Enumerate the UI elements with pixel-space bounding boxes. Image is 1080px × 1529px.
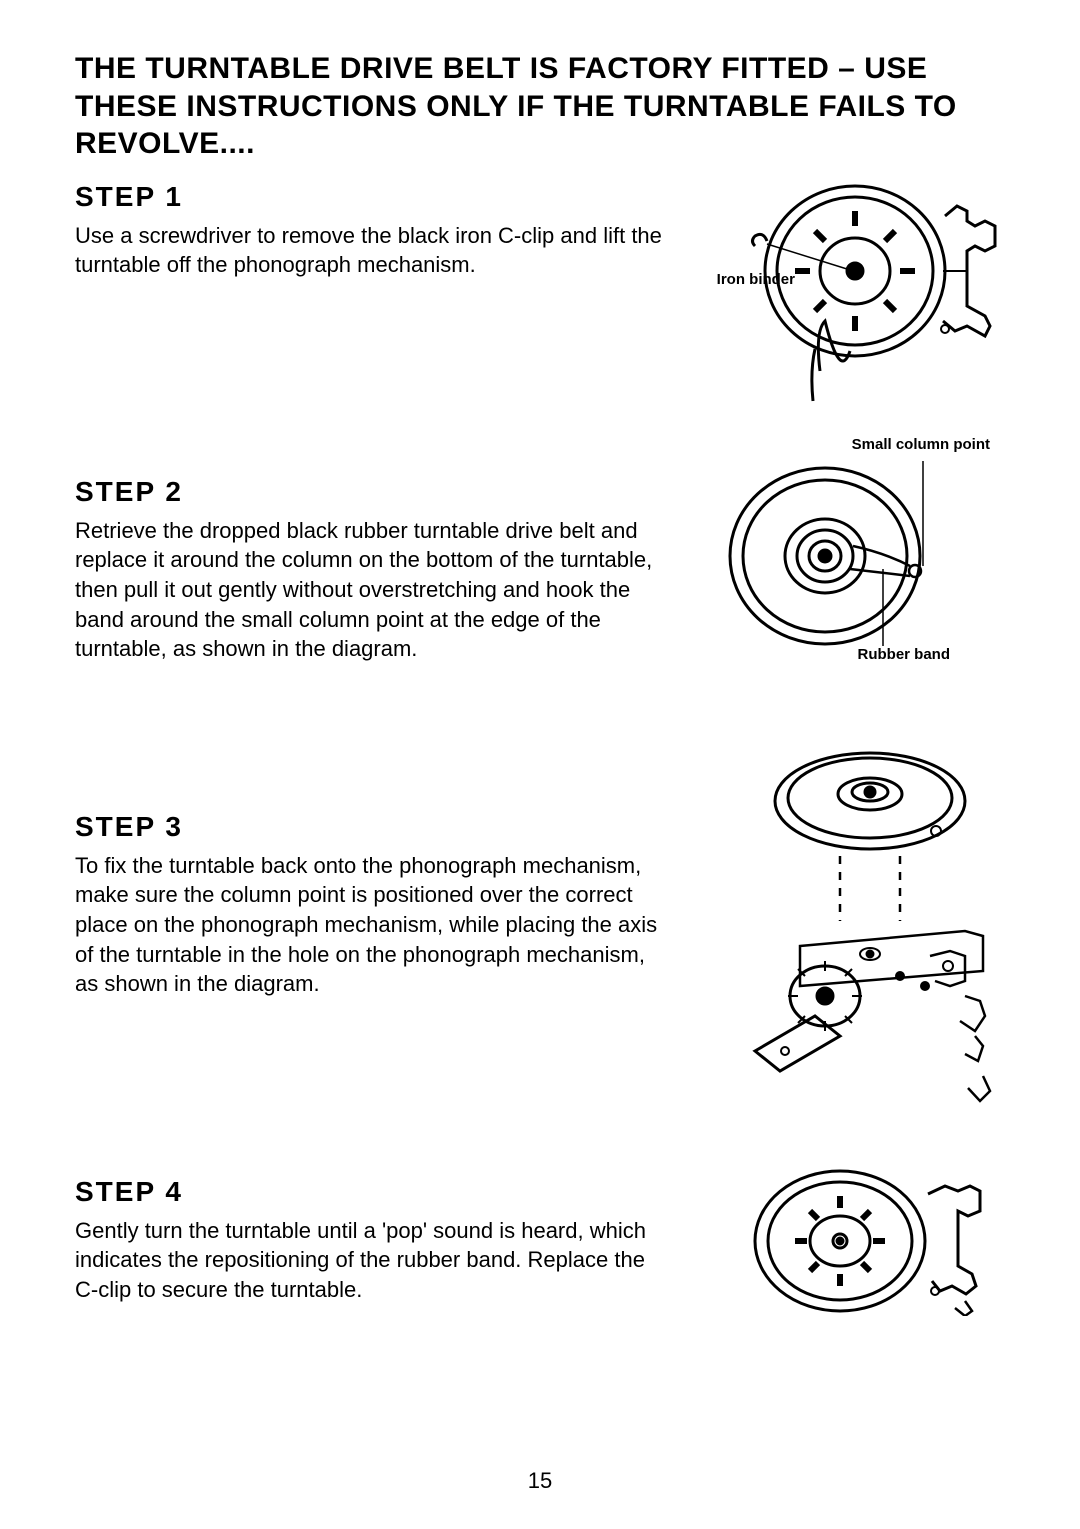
step-1-diagram: Iron binder [715,171,1015,411]
step-1-body: Use a screwdriver to remove the black ir… [75,221,665,280]
page-number: 15 [528,1468,552,1494]
rubber-band-label: Rubber band [858,646,951,663]
step-1: STEP 1 Use a screwdriver to remove the b… [75,181,1005,441]
step-2-body: Retrieve the dropped black rubber turnta… [75,516,665,664]
step-3: STEP 3 To fix the turntable back onto th… [75,811,1005,1141]
step-2: STEP 2 Retrieve the dropped black rubber… [75,476,1005,776]
step-3-body: To fix the turntable back onto the phono… [75,851,665,999]
step-4: STEP 4 Gently turn the turntable until a… [75,1176,1005,1356]
step-2-diagram: Small column point Rubber ba [715,461,975,681]
step-3-diagram [740,736,1010,1106]
step-4-body: Gently turn the turntable until a 'pop' … [75,1216,665,1305]
iron-binder-label: Iron binder [717,271,795,288]
main-title: THE TURNTABLE DRIVE BELT IS FACTORY FITT… [75,50,1005,163]
small-column-point-label: Small column point [852,436,990,453]
step-4-diagram [740,1166,1010,1316]
